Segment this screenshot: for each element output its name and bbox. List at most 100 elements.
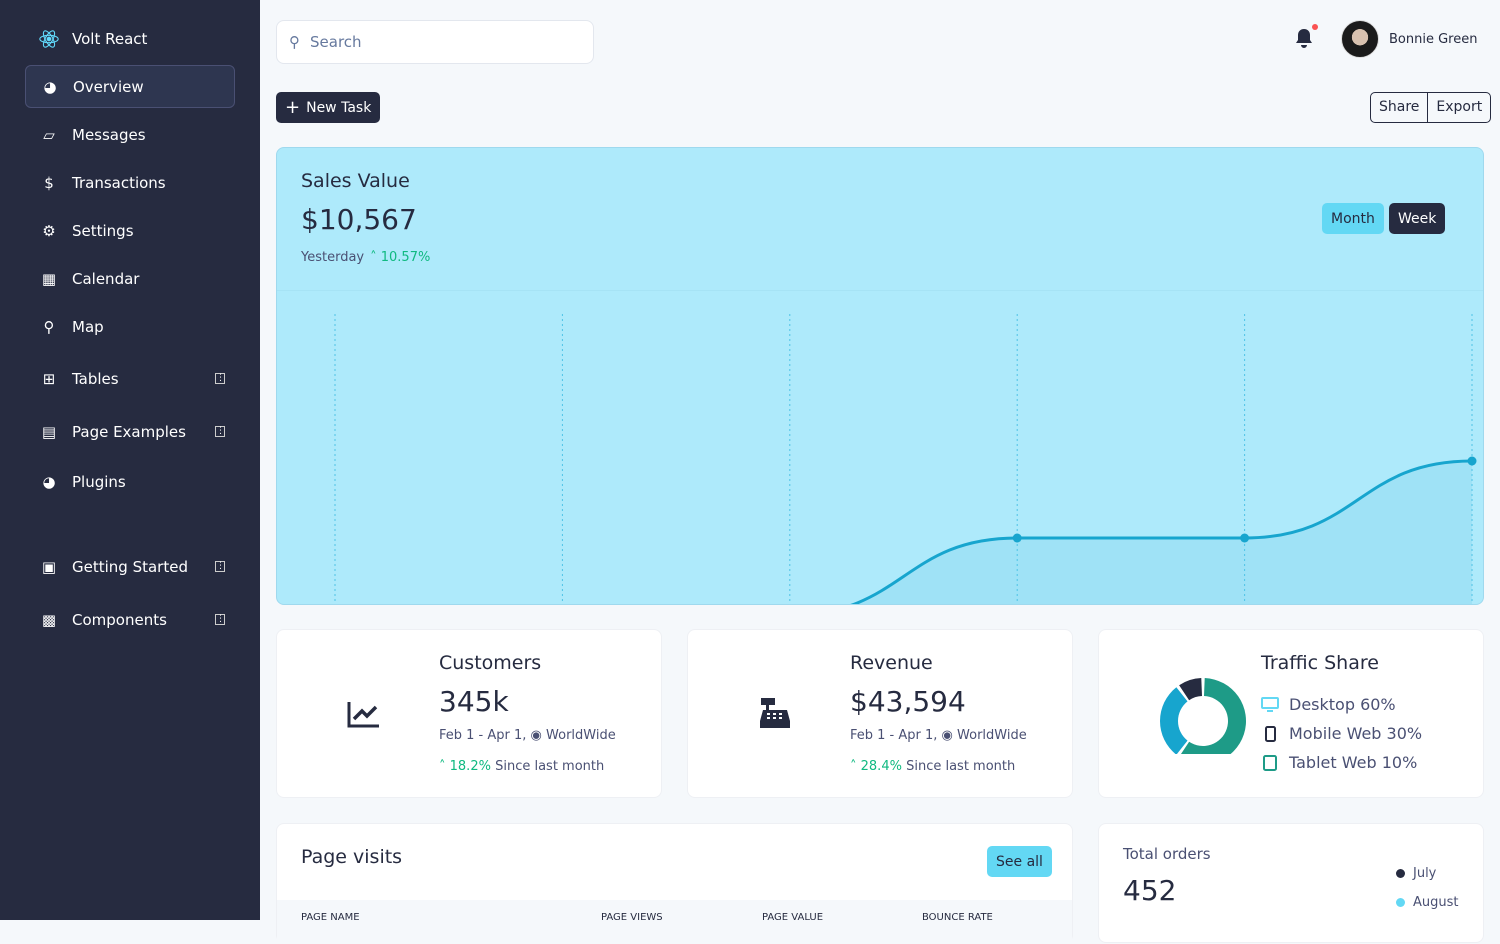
traffic-donut-chart [1160,678,1246,754]
chart-area-fill [854,461,1472,604]
legend-label: Desktop 60% [1289,695,1396,714]
expand-icon[interactable]: ⋮ [215,373,225,384]
brand-link[interactable]: Volt React [38,28,147,50]
legend-label: July [1413,866,1437,881]
chart-point[interactable] [1012,533,1022,543]
sidebar-item-getting-started[interactable]: ▣ Getting Started ⋮ [25,545,235,588]
file-icon: ▤ [41,422,57,441]
orders-title: Total orders [1123,845,1211,863]
sidebar-item-label: Page Examples [72,422,186,441]
donut-slice[interactable] [1160,687,1188,754]
sidebar-item-label: Overview [73,77,144,96]
book-icon: ▣ [41,557,57,576]
chart-pie-icon: ◕ [43,77,57,96]
table-icon: ⊞ [42,369,56,388]
hand-holding-usd-icon: $ [44,173,54,192]
react-logo-icon [39,30,59,48]
page-visits-card: Page visits See all PAGE NAME PAGE VIEWS… [276,823,1073,944]
sidebar-item-transactions[interactable]: $ Transactions [25,161,235,204]
donut-slice[interactable] [1179,678,1203,701]
sidebar-item-label: Tables [72,369,119,388]
user-name: Bonnie Green [1389,31,1478,47]
share-button[interactable]: Share [1379,99,1420,115]
chart-pie-icon: ◕ [42,472,56,491]
plus-icon: + [285,97,301,118]
legend-dot [1396,898,1405,907]
caret-up-icon: ˄ [370,250,377,265]
traffic-share-card: Traffic Share Desktop 60% Mobile Web 30%… [1098,629,1484,798]
calendar-icon: ▦ [41,269,57,288]
cog-icon: ⚙ [42,221,56,240]
month-toggle[interactable]: Month [1322,203,1384,234]
sidebar-item-label: Map [72,317,104,336]
traffic-legend: Desktop 60% Mobile Web 30% Tablet Web 10… [1261,690,1422,777]
tablet-icon [1263,754,1277,771]
search-placeholder: Search [310,33,362,51]
legend-label: Tablet Web 10% [1289,753,1418,772]
week-toggle[interactable]: Week [1389,203,1446,234]
customers-card: Customers 345k Feb 1 - Apr 1, ◉ WorldWid… [276,629,662,798]
sidebar-item-label: Messages [72,125,146,144]
expand-icon[interactable]: ⋮ [215,426,225,437]
legend-label: August [1413,895,1459,910]
column-header: BOUNCE RATE [922,912,993,923]
sidebar-item-components[interactable]: ▩ Components ⋮ [25,598,235,641]
sidebar-item-plugins[interactable]: ◕ Plugins [25,460,235,503]
growth-value: 28.4% [860,759,902,774]
revenue-range: Feb 1 - Apr 1, ◉ WorldWide [850,728,1027,743]
sidebar-item-tables[interactable]: ⊞ Tables ⋮ [25,357,235,400]
globe-icon: ◉ [530,728,542,743]
sidebar-item-label: Components [72,610,167,629]
legend-label: Mobile Web 30% [1289,724,1423,743]
chart-point[interactable] [1240,533,1250,543]
customers-title: Customers [439,652,542,674]
growth-value: 18.2% [449,759,491,774]
chart-point[interactable] [1467,456,1477,466]
sidebar-item-label: Settings [72,221,134,240]
donut-slice[interactable] [1179,678,1246,754]
legend-july: July [1396,866,1436,881]
legend-mobile: Mobile Web 30% [1261,719,1422,748]
sidebar-item-overview[interactable]: ◕ Overview [25,65,235,108]
revenue-value: $43,594 [850,685,966,718]
user-menu[interactable]: Bonnie Green [1341,20,1477,58]
sales-title: Sales Value [301,170,410,192]
export-button[interactable]: Export [1427,93,1490,122]
expand-icon[interactable]: ⋮ [215,561,225,572]
map-pin-icon: ⚲ [43,317,55,336]
chart-line-icon [347,702,379,728]
avatar [1341,20,1379,58]
search-input[interactable]: ⚲ Search [276,20,594,64]
notifications-bell-icon[interactable] [1294,24,1318,54]
sales-chart [277,290,1483,604]
sales-change: Yesterday ˄ 10.57% [301,250,430,265]
see-all-button[interactable]: See all [987,846,1052,877]
growth-since: Since last month [495,759,605,774]
customers-range: Feb 1 - Apr 1, ◉ WorldWide [439,728,616,743]
column-header: PAGE VALUE [762,912,824,923]
orders-value: 452 [1123,874,1177,907]
sidebar-item-settings[interactable]: ⚙ Settings [25,209,235,252]
growth-since: Since last month [906,759,1016,774]
total-orders-card: Total orders 452 July August [1098,823,1484,943]
column-header: PAGE NAME [301,912,360,923]
sidebar-item-page-examples[interactable]: ▤ Page Examples ⋮ [25,410,235,453]
legend-dot [1396,869,1405,878]
new-task-button[interactable]: + New Task [276,92,381,123]
sidebar-item-label: Plugins [72,472,126,491]
sidebar-item-label: Transactions [72,173,166,192]
legend-desktop: Desktop 60% [1261,690,1422,719]
sidebar-item-messages[interactable]: ▱ Messages [25,113,235,156]
expand-icon[interactable]: ⋮ [215,614,225,625]
range: Feb 1 - Apr 1, [439,728,527,743]
notification-dot [1312,24,1318,30]
customers-growth: ˄ 18.2% Since last month [439,759,605,774]
sidebar-item-calendar[interactable]: ▦ Calendar [25,257,235,300]
search-icon: ⚲ [289,33,300,51]
legend-august: August [1396,895,1459,910]
sidebar-item-label: Getting Started [72,557,188,576]
sidebar-item-map[interactable]: ⚲ Map [25,305,235,348]
chart-series-line [850,459,1473,604]
sales-value-card: Sales Value $10,567 Yesterday ˄ 10.57% Mo… [276,147,1484,605]
region: WorldWide [957,728,1027,743]
